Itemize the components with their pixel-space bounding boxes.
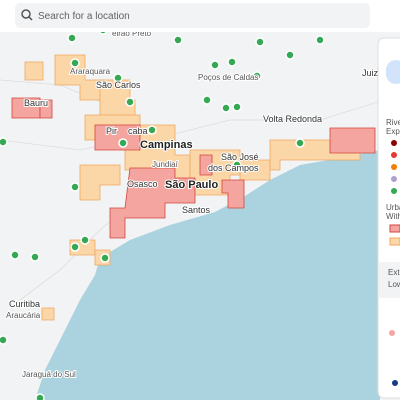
search-placeholder[interactable]: Search for a location [38,11,130,22]
station-markers [0,25,325,403]
city-label: Curitiba [9,299,40,309]
panel-item: Ext [388,268,400,277]
city-label: São Paulo [165,179,218,191]
city-label: Volta Redonda [263,114,322,124]
panel-item: Urba [386,203,400,212]
search-icon [28,16,33,21]
city-label: dos Campos [208,163,259,173]
panel-item: With [386,212,400,221]
city-label: Campinas [140,139,193,151]
urban-flood-zones [11,97,376,239]
panel-item: Expo [386,127,400,136]
search-box[interactable] [15,3,370,28]
city-label: Jundiaí [152,160,179,169]
city-label: São Carlos [96,80,141,90]
panel-item: Low [388,280,400,289]
ocean [35,150,380,400]
city-label: Pir [106,126,117,136]
panel-item: Rive [386,118,400,127]
city-label: Jaraguá do Sul [22,370,76,379]
city-labels: eirão Preto Araraquara São Carlos Bauru … [5,28,392,380]
city-label: Araucária [6,311,41,320]
search-icon [21,9,31,19]
city-label: eirão Preto [112,29,152,38]
city-label: caba [128,126,148,136]
city-label: Poços de Caldas [198,73,258,82]
city-label: Bauru [24,98,48,108]
city-label: Santos [182,205,211,215]
city-label: São José [221,152,259,162]
side-panel: Rive Expo Urba With Ext Low [377,37,400,399]
city-label: Araraquara [70,67,111,76]
city-label: Osasco [127,179,158,189]
